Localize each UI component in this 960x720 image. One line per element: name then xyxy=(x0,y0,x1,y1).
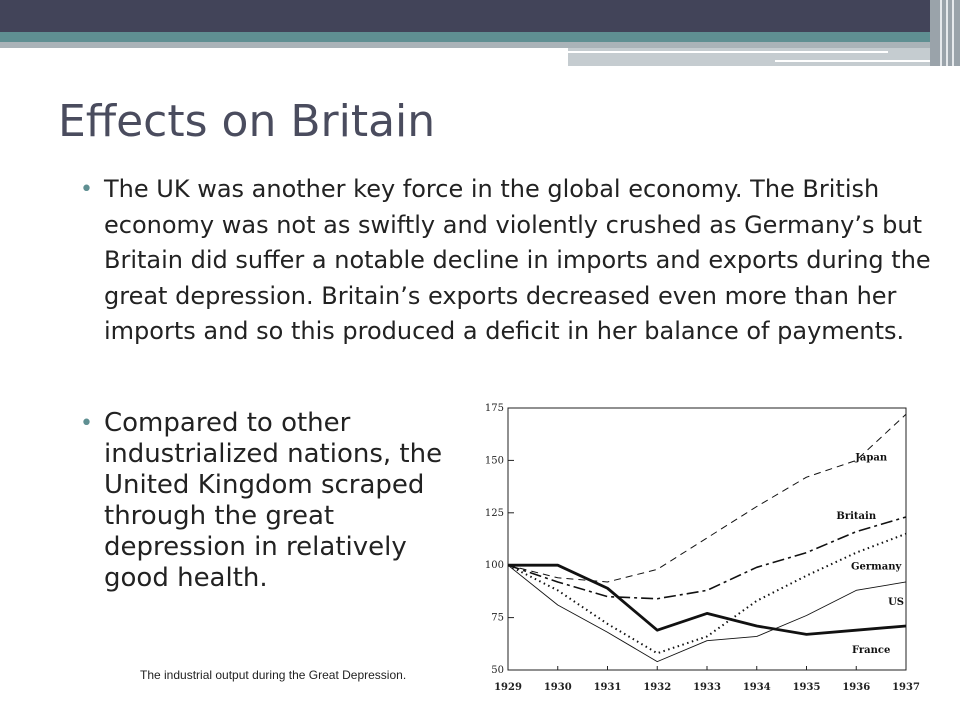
decorative-line xyxy=(775,60,930,62)
series-line-germany xyxy=(507,532,907,655)
bullet-paragraph-2: • Compared to other industrialized natio… xyxy=(80,408,474,594)
x-tick-label: 1931 xyxy=(594,682,622,693)
slide-grey-band xyxy=(0,42,930,48)
y-tick-label: 100 xyxy=(485,560,504,571)
slide-top-bar xyxy=(0,0,930,32)
chart-axes: 50 75 100 125 150 175 1929 1930 1931 1932 1933 1934… xyxy=(485,403,920,693)
x-tick-label: 1929 xyxy=(494,682,522,693)
series-line-france xyxy=(508,563,907,636)
series-label-france: France xyxy=(852,645,890,656)
y-tick-label: 150 xyxy=(485,455,504,466)
paragraph-text: The UK was another key force in the glob… xyxy=(104,175,931,346)
bullet-icon: • xyxy=(80,411,93,436)
series-line-britain xyxy=(507,516,907,600)
series-label-us: US xyxy=(888,597,904,608)
industrial-output-chart: 50 75 100 125 150 175 1929 1930 1931 1932 1933 1934… xyxy=(485,403,920,693)
x-tick-label: 1934 xyxy=(743,682,771,693)
decorative-line xyxy=(568,51,888,53)
bullet-icon: • xyxy=(80,177,93,202)
chart-series xyxy=(507,413,907,663)
x-tick-label: 1937 xyxy=(892,682,920,693)
series-label-japan: Japan xyxy=(854,452,888,463)
slide-title: Effects on Britain xyxy=(58,96,436,147)
series-label-germany: Germany xyxy=(851,561,903,572)
x-tick-label: 1932 xyxy=(643,682,671,693)
x-tick-label: 1935 xyxy=(793,682,821,693)
chart-caption: The industrial output during the Great D… xyxy=(140,668,407,682)
series-label-britain: Britain xyxy=(836,511,876,522)
slide-top-corner xyxy=(930,0,960,66)
y-tick-label: 175 xyxy=(485,403,504,414)
series-line-japan xyxy=(507,413,907,583)
paragraph-text: Compared to other industrialized nations… xyxy=(104,408,443,593)
x-tick-label: 1933 xyxy=(693,682,721,693)
y-tick-label: 75 xyxy=(491,613,504,624)
y-tick-label: 125 xyxy=(485,508,504,519)
series-line-us xyxy=(507,564,907,663)
slide-accent-band xyxy=(0,32,930,42)
x-tick-label: 1936 xyxy=(842,682,870,693)
bullet-paragraph-1: • The UK was another key force in the gl… xyxy=(80,172,944,350)
chart-series-labels: Japan Britain Germany US France xyxy=(836,452,904,656)
x-tick-label: 1930 xyxy=(544,682,572,693)
y-tick-label: 50 xyxy=(491,665,504,676)
